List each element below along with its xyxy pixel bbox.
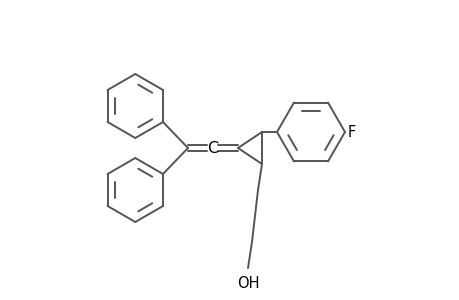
Text: F: F (347, 124, 355, 140)
Text: C: C (207, 140, 218, 155)
Text: OH: OH (236, 276, 259, 291)
